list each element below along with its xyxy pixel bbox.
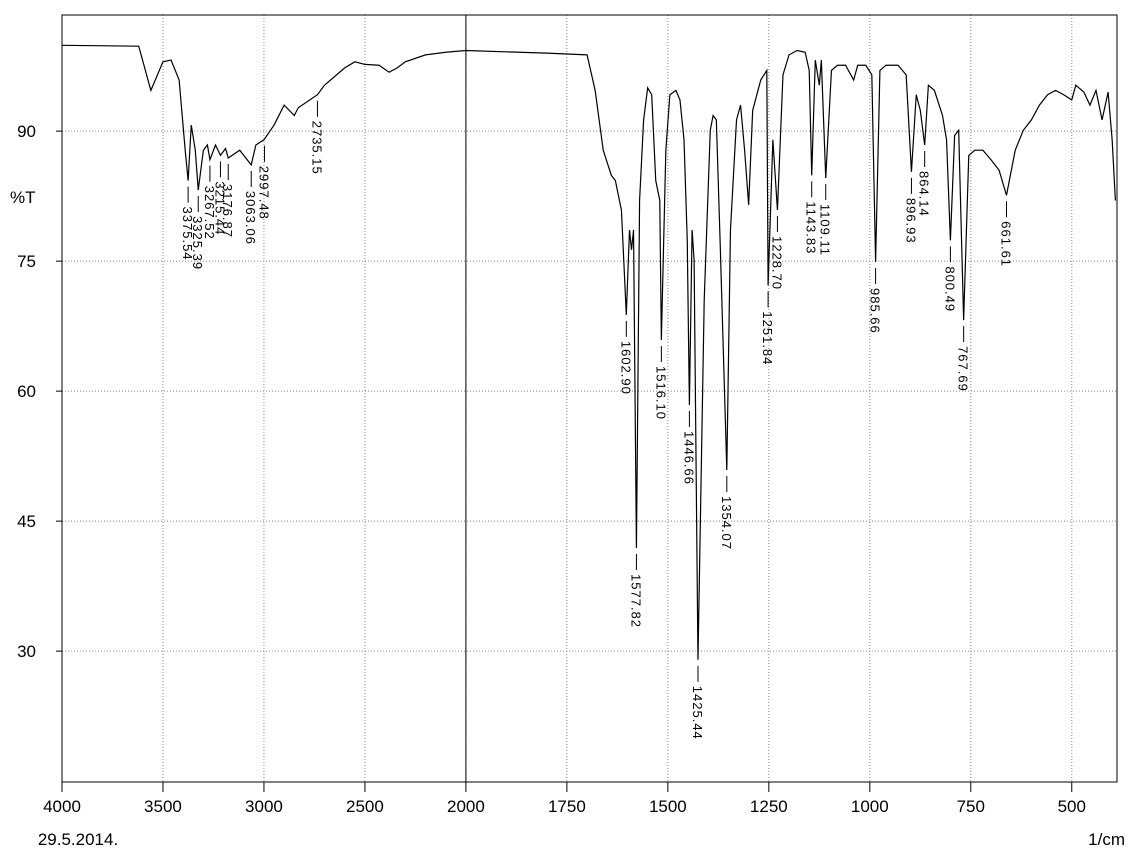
x-tick-label: 1250	[750, 797, 788, 816]
peak-label: 1425.44	[690, 686, 705, 740]
x-tick-label: 3500	[144, 797, 182, 816]
spectrum-line	[61, 44, 1116, 660]
peak-label: 1109.11	[818, 204, 833, 256]
peak-label: 3176.87	[220, 184, 235, 238]
peak-label: 2997.48	[256, 166, 271, 220]
y-tick-label: 90	[17, 122, 36, 141]
peak-label: 2735.15	[309, 121, 324, 175]
peak-label: 1446.66	[681, 431, 696, 485]
x-tick-label: 1500	[649, 797, 687, 816]
x-axis-label: 1/cm	[1088, 830, 1125, 849]
peak-label: 864.14	[917, 171, 932, 217]
peak-label: 1228.70	[769, 236, 784, 290]
x-tick-label: 3000	[245, 797, 283, 816]
x-tick-label: 2000	[447, 797, 485, 816]
x-tick-label: 1750	[548, 797, 586, 816]
peak-label: 3375.54	[180, 207, 195, 261]
peak-label: 1354.07	[719, 496, 734, 550]
peak-label: 800.49	[942, 266, 957, 312]
y-tick-label: 60	[17, 382, 36, 401]
peak-label: 3063.06	[243, 191, 258, 245]
peak-label: 1602.90	[618, 341, 633, 395]
peak-label: 896.93	[903, 198, 918, 244]
peak-label: 661.61	[998, 221, 1013, 267]
x-tick-label: 4000	[43, 797, 81, 816]
peak-label: 1251.84	[760, 311, 775, 365]
peak-label: 1143.83	[804, 201, 819, 254]
y-tick-label: 75	[17, 252, 36, 271]
peak-label: 1516.10	[653, 366, 668, 420]
x-tick-label: 1000	[851, 797, 889, 816]
y-tick-label: 45	[17, 512, 36, 531]
x-tick-label: 2500	[346, 797, 384, 816]
x-tick-label: 500	[1058, 797, 1086, 816]
peak-label: 3325.39	[190, 216, 205, 270]
plot-frame	[61, 14, 1118, 783]
peak-label: 3215.44	[212, 181, 227, 235]
date: 29.5.2014.	[38, 830, 118, 849]
y-tick-label: 30	[17, 642, 36, 661]
peak-label: 767.69	[956, 346, 971, 392]
x-tick-label: 750	[957, 797, 985, 816]
y-axis-label: %T	[10, 188, 36, 207]
peak-label: 3267.52	[202, 186, 217, 240]
peak-label: 985.66	[868, 288, 883, 334]
peak-label: 1577.82	[628, 574, 643, 628]
